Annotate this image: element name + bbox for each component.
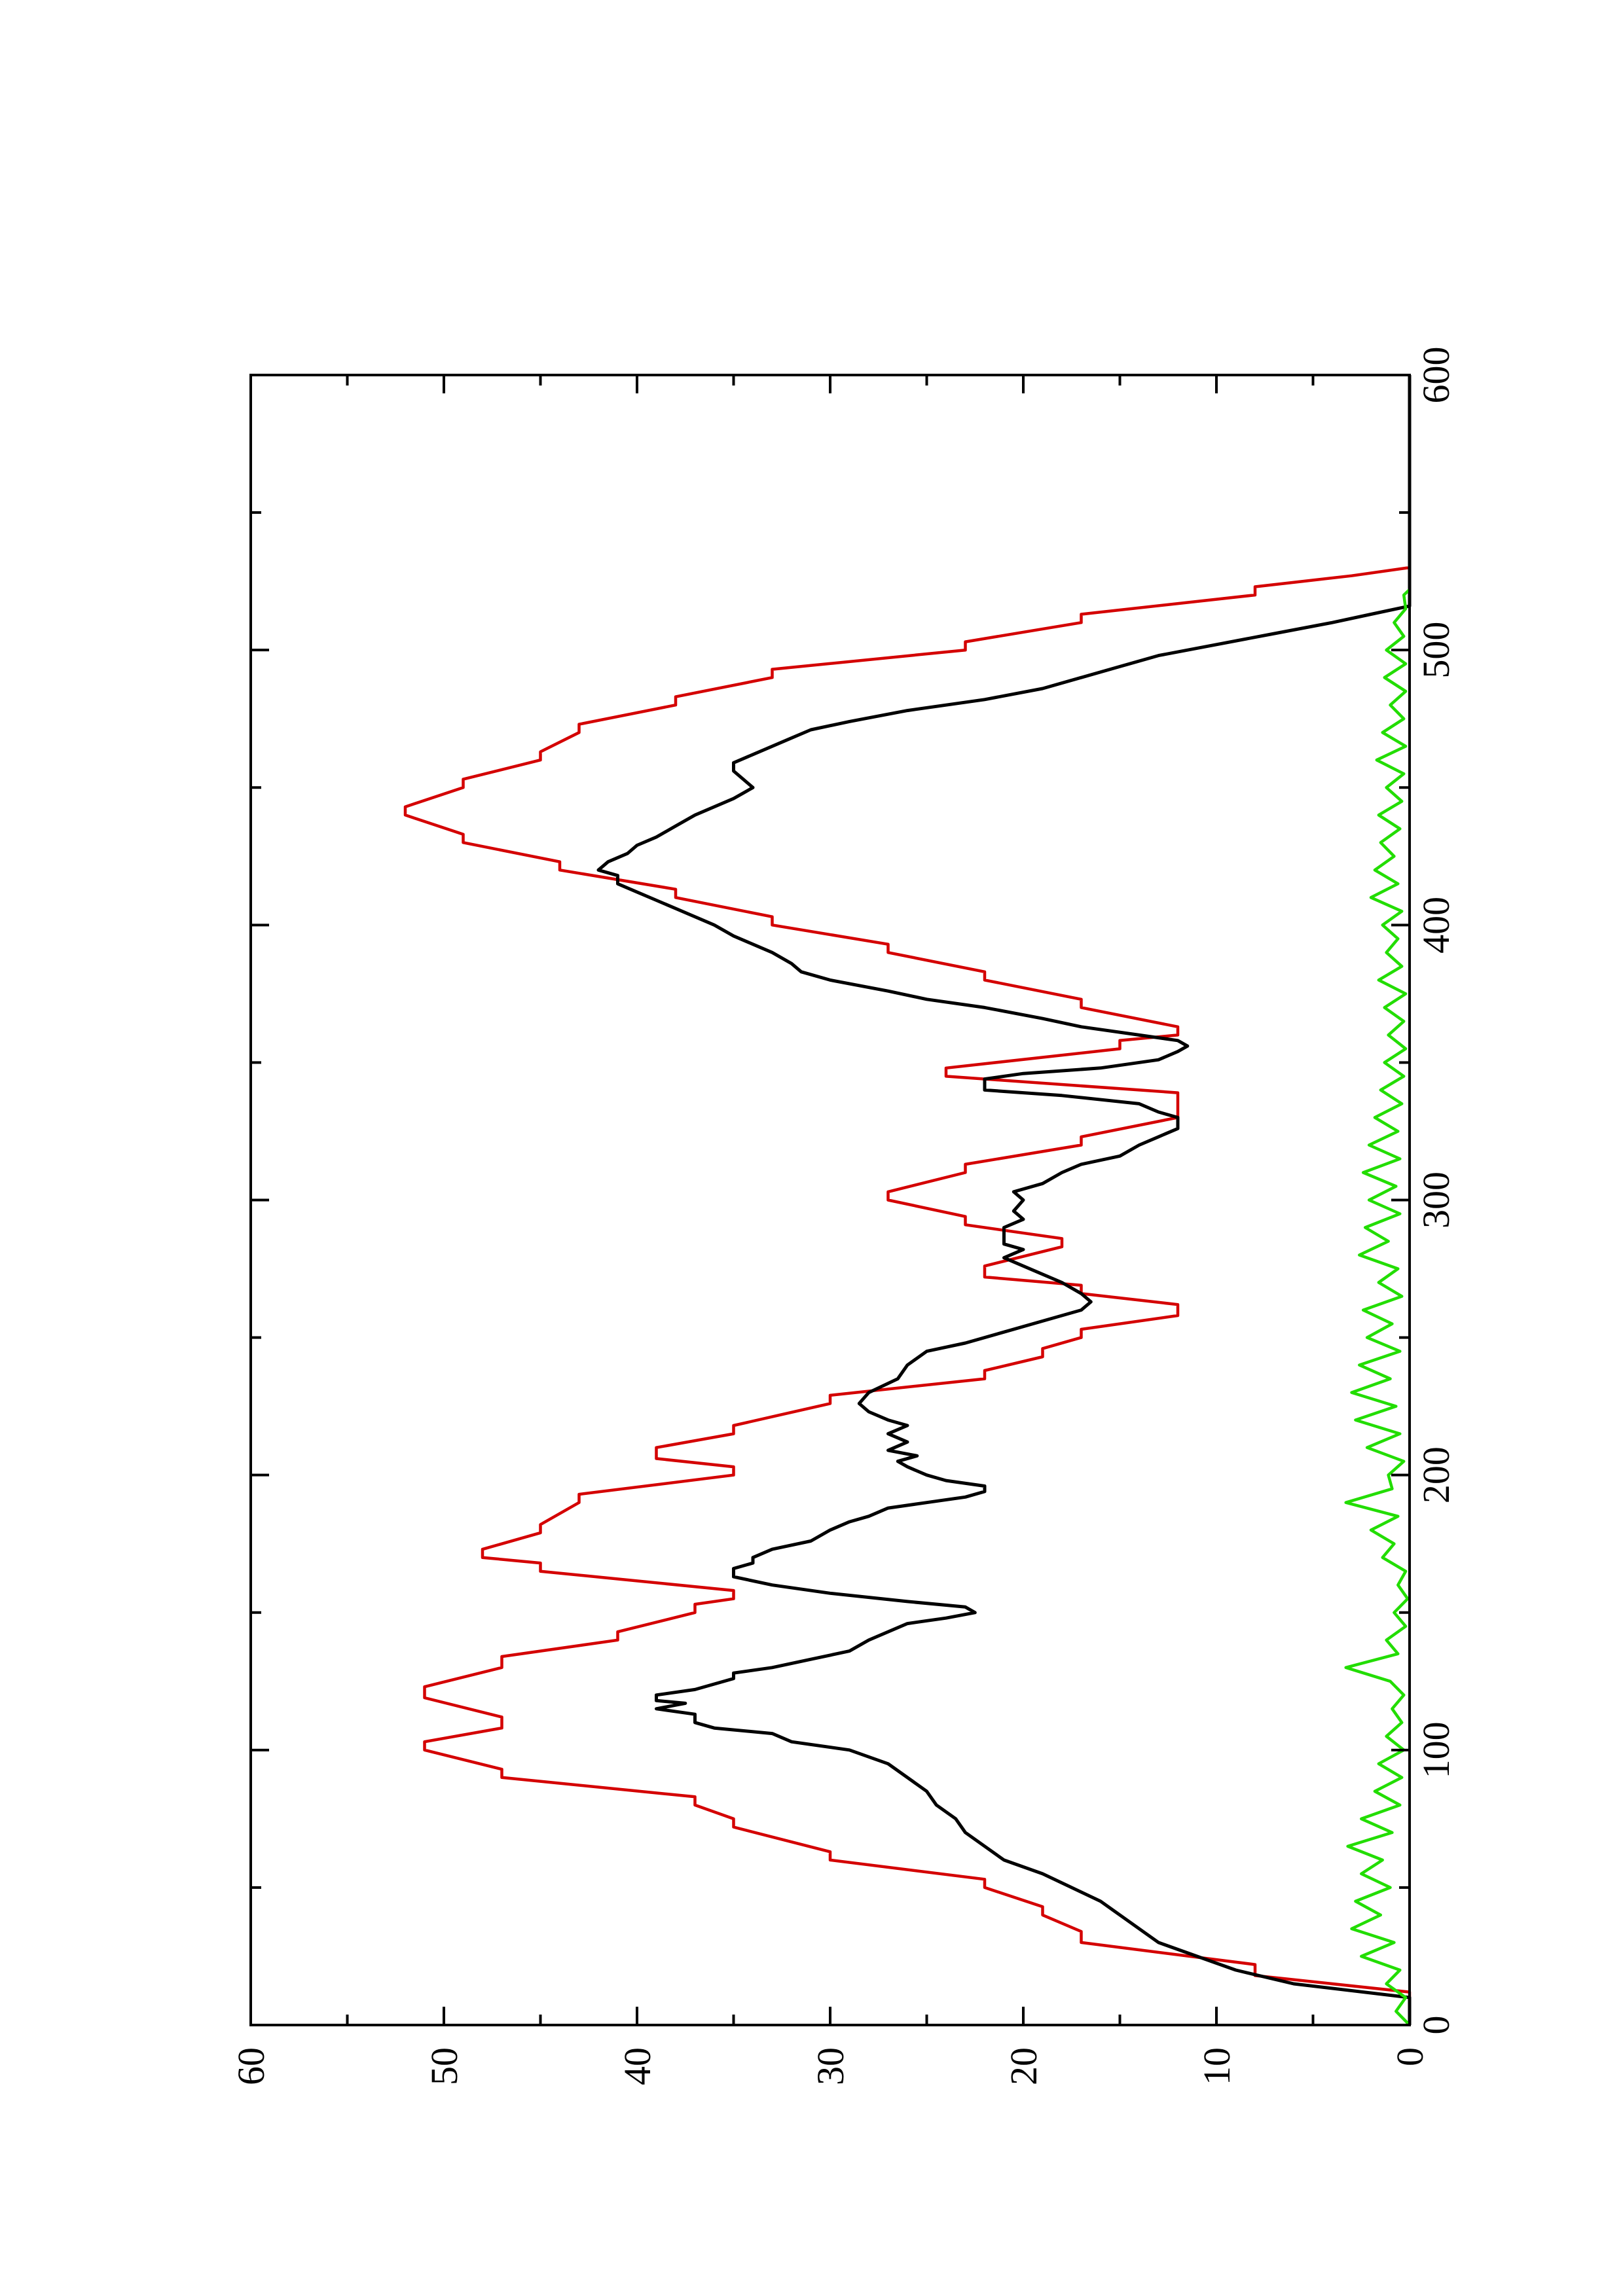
- x-tick-label: 500: [1415, 622, 1457, 679]
- ticks-layer: [249, 374, 1411, 2026]
- black-series: [596, 375, 1412, 2025]
- series-layer: [403, 375, 1412, 2026]
- y-tick-label: 40: [616, 2047, 659, 2085]
- red-step-series: [403, 375, 1412, 2025]
- x-tick-label: 300: [1415, 1172, 1457, 1229]
- plot-frame: [249, 374, 1411, 2026]
- x-tick-label: 200: [1415, 1446, 1457, 1503]
- green-noise-series: [1344, 588, 1411, 2026]
- x-tick-label: 600: [1415, 347, 1457, 404]
- labels-layer: 0 100 200 300 400 500 600 0 10 20 30 40 50 60: [230, 347, 1457, 2086]
- y-tick-label: 50: [423, 2047, 465, 2085]
- x-tick-label: 0: [1415, 2016, 1457, 2035]
- x-tick-label: 400: [1415, 897, 1457, 954]
- x-tick-label: 100: [1415, 1721, 1457, 1778]
- y-tick-label: 30: [809, 2047, 852, 2085]
- y-tick-label: 60: [230, 2047, 272, 2085]
- y-tick-label: 0: [1389, 2047, 1431, 2066]
- y-tick-label: 10: [1195, 2047, 1238, 2085]
- y-tick-label: 20: [1002, 2047, 1045, 2085]
